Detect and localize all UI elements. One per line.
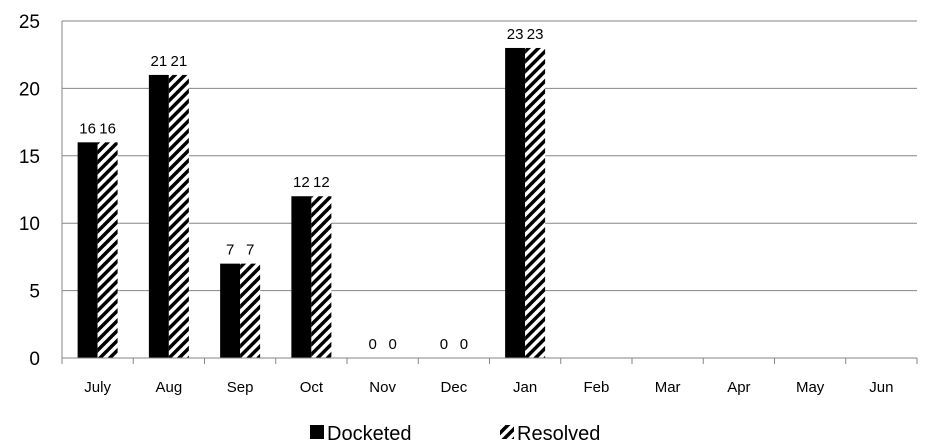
- bar-resolved: [525, 47, 546, 359]
- legend-swatch-resolved: [500, 425, 514, 439]
- x-tick-label: July: [84, 379, 111, 396]
- bars: [77, 47, 546, 359]
- data-label: 21: [151, 53, 168, 70]
- data-label: 23: [507, 26, 524, 43]
- data-label: 16: [99, 120, 116, 137]
- y-tick-label: 5: [29, 282, 40, 303]
- x-tick-label: Aug: [156, 379, 183, 396]
- x-tick-label: Sep: [227, 379, 254, 396]
- bar-docketed: [77, 142, 98, 358]
- y-axis-tick-labels: 0 5 10 15 20 25: [19, 12, 40, 370]
- x-tick-label: Nov: [369, 379, 396, 396]
- x-tick-label: Feb: [583, 379, 609, 396]
- data-label: 23: [527, 26, 544, 43]
- data-label: 0: [388, 336, 396, 353]
- bar-resolved: [97, 142, 118, 358]
- bar-docketed: [220, 263, 241, 358]
- data-label: 12: [293, 174, 310, 191]
- data-label: 21: [171, 53, 188, 70]
- gridlines: [62, 20, 917, 292]
- x-tick-label: Oct: [300, 379, 324, 396]
- data-label: 7: [226, 242, 234, 259]
- bar-docketed: [148, 74, 169, 359]
- legend: Docketed Resolved: [310, 423, 600, 444]
- bar-resolved: [240, 263, 261, 358]
- bar-docketed: [505, 47, 526, 359]
- y-tick-label: 15: [19, 147, 40, 168]
- legend-label-docketed: Docketed: [327, 423, 412, 444]
- x-tick-label: Jun: [869, 379, 893, 396]
- y-tick-label: 10: [19, 214, 40, 235]
- x-tick-label: Mar: [655, 379, 681, 396]
- x-axis-tick-labels: July Aug Sep Oct Nov Dec Jan Feb Mar Apr May Jun: [84, 379, 893, 396]
- data-label: 0: [460, 336, 468, 353]
- data-label: 16: [79, 120, 96, 137]
- x-tick-label: Apr: [727, 379, 750, 396]
- x-tick-label: Dec: [441, 379, 468, 396]
- y-tick-label: 20: [19, 79, 40, 100]
- data-label: 12: [313, 174, 330, 191]
- legend-swatch-docketed: [310, 425, 324, 439]
- x-tick-label: May: [796, 379, 825, 396]
- axes: [61, 21, 918, 364]
- legend-label-resolved: Resolved: [517, 423, 600, 444]
- data-label: 0: [440, 336, 448, 353]
- bar-resolved: [168, 74, 189, 359]
- x-tick-label: Jan: [513, 379, 537, 396]
- bar-docketed: [291, 196, 312, 358]
- y-tick-label: 25: [19, 12, 40, 33]
- bar-resolved: [311, 196, 332, 358]
- data-label: 7: [246, 242, 254, 259]
- data-label: 0: [368, 336, 376, 353]
- y-tick-label: 0: [29, 349, 40, 370]
